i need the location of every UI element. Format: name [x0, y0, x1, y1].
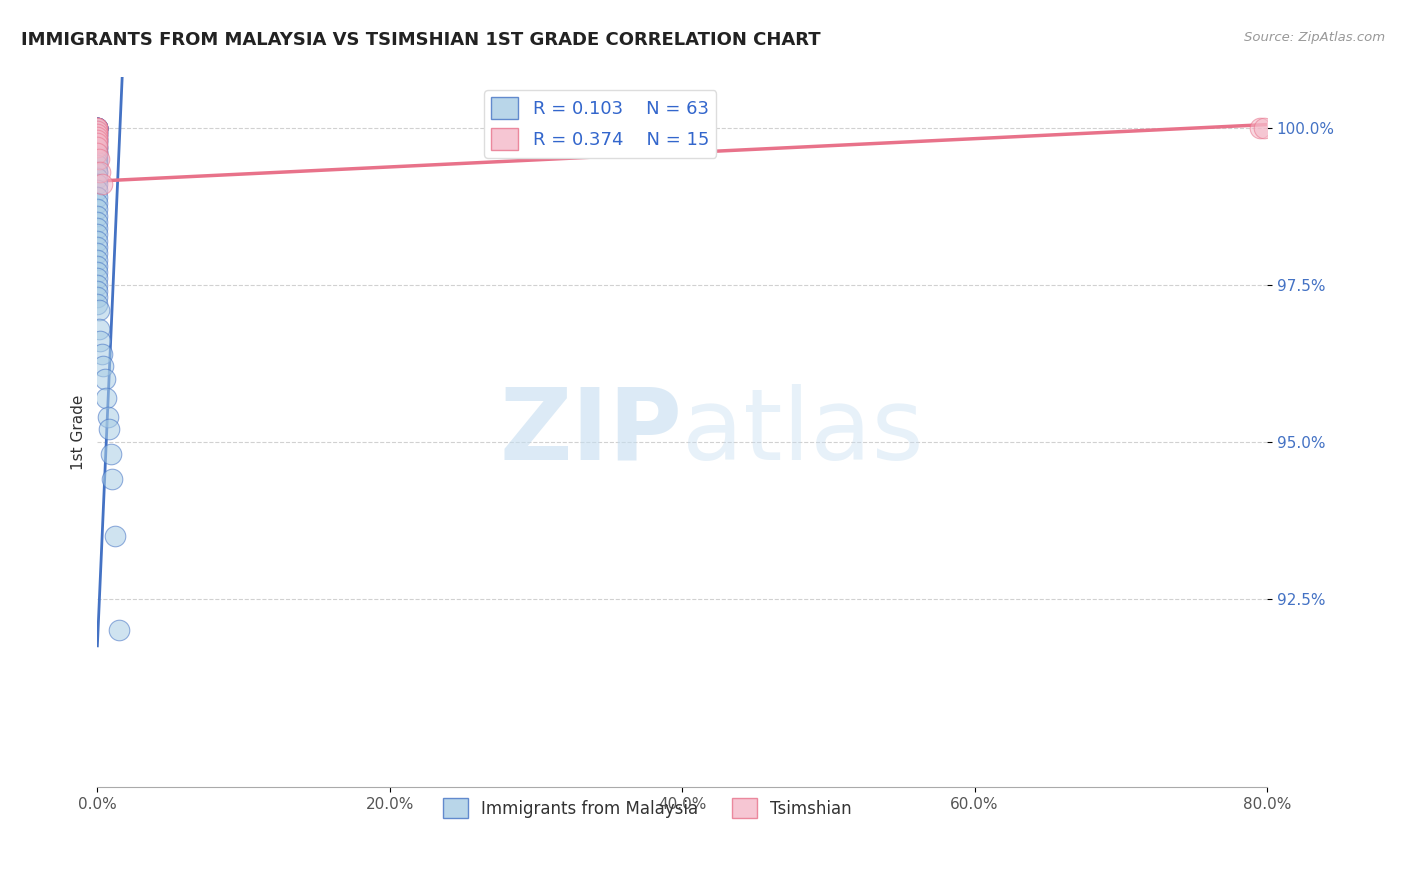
- Point: [86, 120, 108, 135]
- Text: IMMIGRANTS FROM MALAYSIA VS TSIMSHIAN 1ST GRADE CORRELATION CHART: IMMIGRANTS FROM MALAYSIA VS TSIMSHIAN 1S…: [21, 31, 821, 49]
- Point: [86, 120, 108, 135]
- Point: [86, 120, 108, 135]
- Point: [86, 184, 108, 198]
- Point: [86, 215, 108, 229]
- Point: [86, 209, 108, 223]
- Point: [86, 145, 108, 160]
- Point: [86, 120, 108, 135]
- Point: [86, 164, 108, 178]
- Legend: Immigrants from Malaysia, Tsimshian: Immigrants from Malaysia, Tsimshian: [436, 791, 858, 825]
- Point: [86, 196, 108, 211]
- Point: [86, 246, 108, 260]
- Point: [89, 164, 111, 178]
- Point: [86, 133, 108, 147]
- Point: [86, 234, 108, 248]
- Point: [86, 252, 108, 267]
- Point: [86, 265, 108, 279]
- Point: [86, 259, 108, 273]
- Text: atlas: atlas: [682, 384, 924, 481]
- Point: [86, 149, 108, 163]
- Point: [86, 120, 108, 135]
- Point: [86, 139, 108, 153]
- Point: [101, 472, 124, 486]
- Point: [93, 372, 115, 386]
- Point: [86, 133, 108, 147]
- Point: [86, 178, 108, 192]
- Point: [86, 290, 108, 304]
- Point: [87, 152, 110, 166]
- Point: [104, 529, 127, 543]
- Point: [86, 127, 108, 141]
- Point: [86, 152, 108, 166]
- Point: [86, 296, 108, 310]
- Point: [86, 277, 108, 292]
- Point: [86, 120, 108, 135]
- Point: [86, 240, 108, 254]
- Text: ZIP: ZIP: [499, 384, 682, 481]
- Point: [86, 133, 108, 147]
- Point: [86, 120, 108, 135]
- Point: [87, 321, 110, 335]
- Point: [86, 227, 108, 242]
- Point: [94, 391, 117, 405]
- Y-axis label: 1st Grade: 1st Grade: [72, 394, 86, 470]
- Point: [86, 124, 108, 138]
- Point: [86, 130, 108, 145]
- Point: [1253, 120, 1275, 135]
- Point: [86, 158, 108, 172]
- Point: [86, 127, 108, 141]
- Point: [86, 143, 108, 157]
- Point: [90, 178, 112, 192]
- Point: [86, 164, 108, 178]
- Point: [100, 447, 122, 461]
- Point: [86, 145, 108, 160]
- Point: [91, 359, 114, 374]
- Point: [86, 124, 108, 138]
- Point: [87, 302, 110, 317]
- Point: [86, 127, 108, 141]
- Point: [86, 284, 108, 298]
- Text: Source: ZipAtlas.com: Source: ZipAtlas.com: [1244, 31, 1385, 45]
- Point: [89, 334, 111, 349]
- Point: [90, 347, 112, 361]
- Point: [108, 623, 131, 637]
- Point: [86, 155, 108, 169]
- Point: [86, 120, 108, 135]
- Point: [86, 120, 108, 135]
- Point: [97, 409, 120, 424]
- Point: [86, 139, 108, 153]
- Point: [86, 221, 108, 235]
- Point: [86, 136, 108, 151]
- Point: [86, 271, 108, 285]
- Point: [86, 170, 108, 185]
- Point: [86, 136, 108, 151]
- Point: [86, 190, 108, 204]
- Point: [86, 120, 108, 135]
- Point: [86, 130, 108, 145]
- Point: [86, 202, 108, 217]
- Point: [86, 145, 108, 160]
- Point: [86, 124, 108, 138]
- Point: [86, 120, 108, 135]
- Point: [86, 120, 108, 135]
- Point: [98, 422, 121, 436]
- Point: [86, 139, 108, 153]
- Point: [1249, 120, 1271, 135]
- Point: [86, 120, 108, 135]
